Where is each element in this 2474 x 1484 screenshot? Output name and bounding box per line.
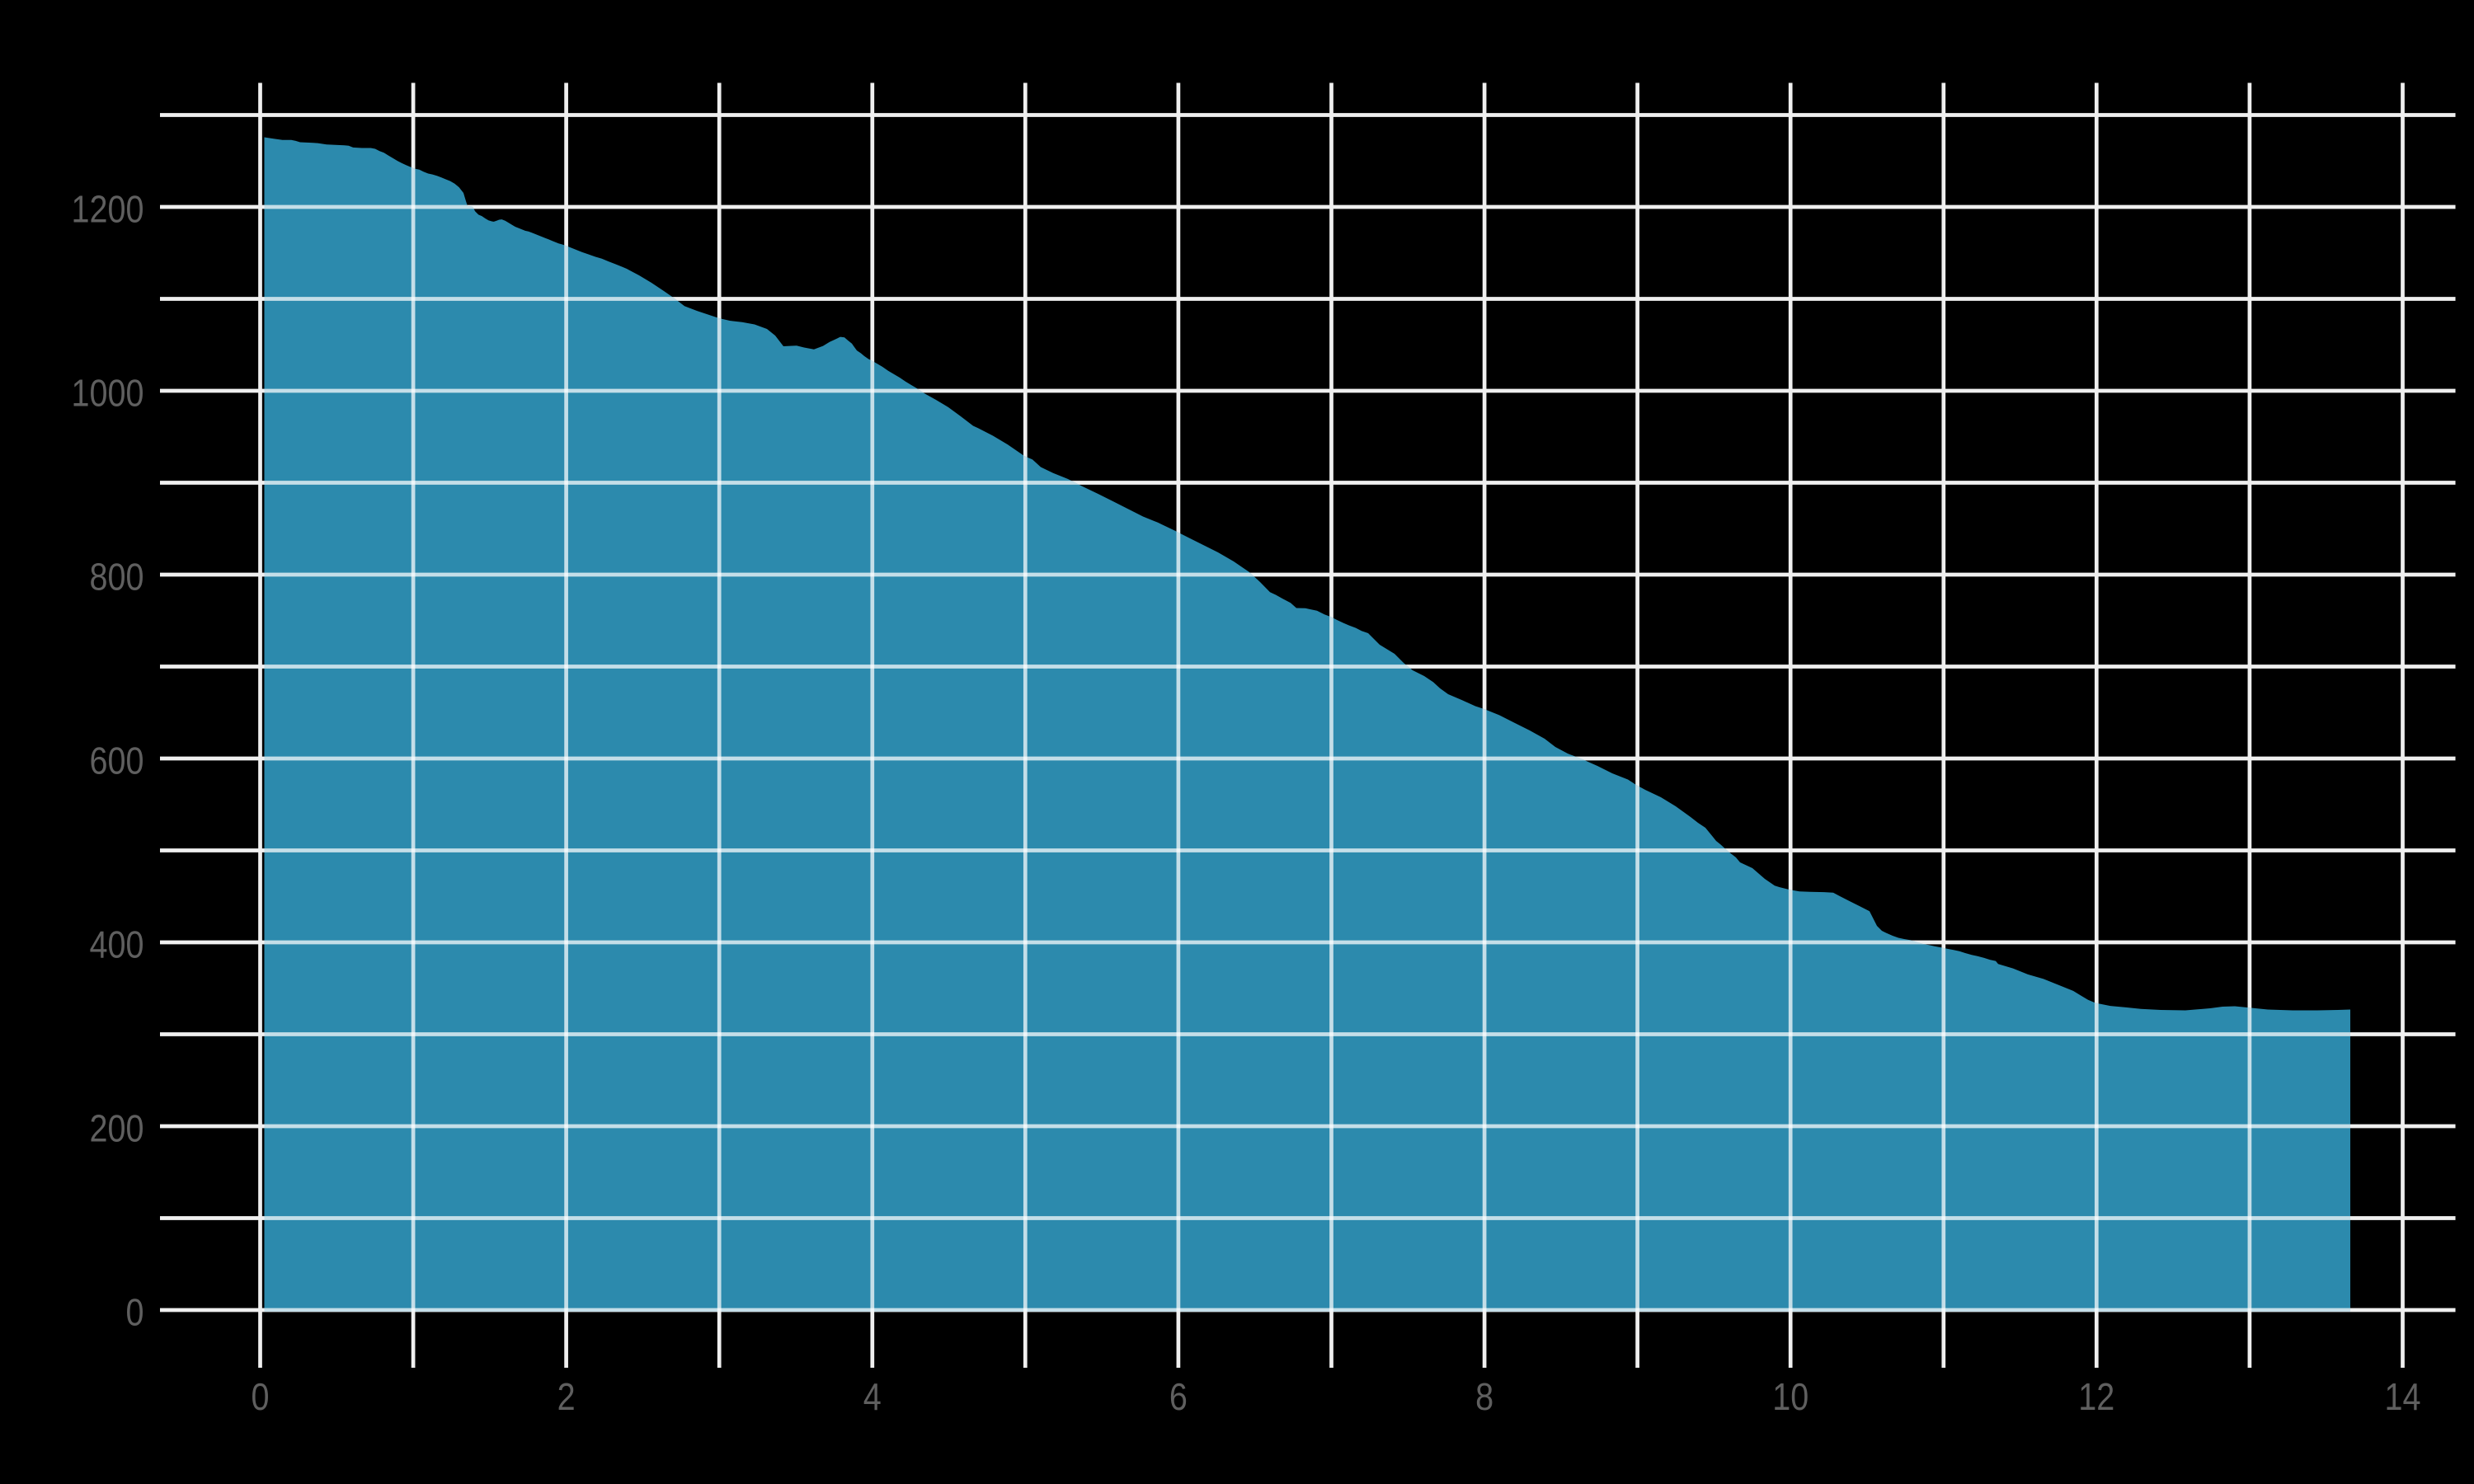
svg-text:8: 8 (1475, 1376, 1493, 1418)
svg-text:1000: 1000 (72, 373, 144, 415)
svg-text:0: 0 (125, 1292, 143, 1334)
svg-text:6: 6 (1169, 1376, 1188, 1418)
svg-text:14: 14 (2384, 1376, 2420, 1418)
svg-text:12: 12 (2078, 1376, 2114, 1418)
svg-text:400: 400 (90, 924, 144, 966)
svg-text:1200: 1200 (72, 189, 144, 231)
svg-text:2: 2 (557, 1376, 576, 1418)
svg-text:800: 800 (90, 556, 144, 599)
svg-text:600: 600 (90, 740, 144, 782)
svg-text:10: 10 (1772, 1376, 1808, 1418)
svg-text:4: 4 (863, 1376, 882, 1418)
svg-text:200: 200 (90, 1108, 144, 1150)
svg-text:0: 0 (251, 1376, 269, 1418)
